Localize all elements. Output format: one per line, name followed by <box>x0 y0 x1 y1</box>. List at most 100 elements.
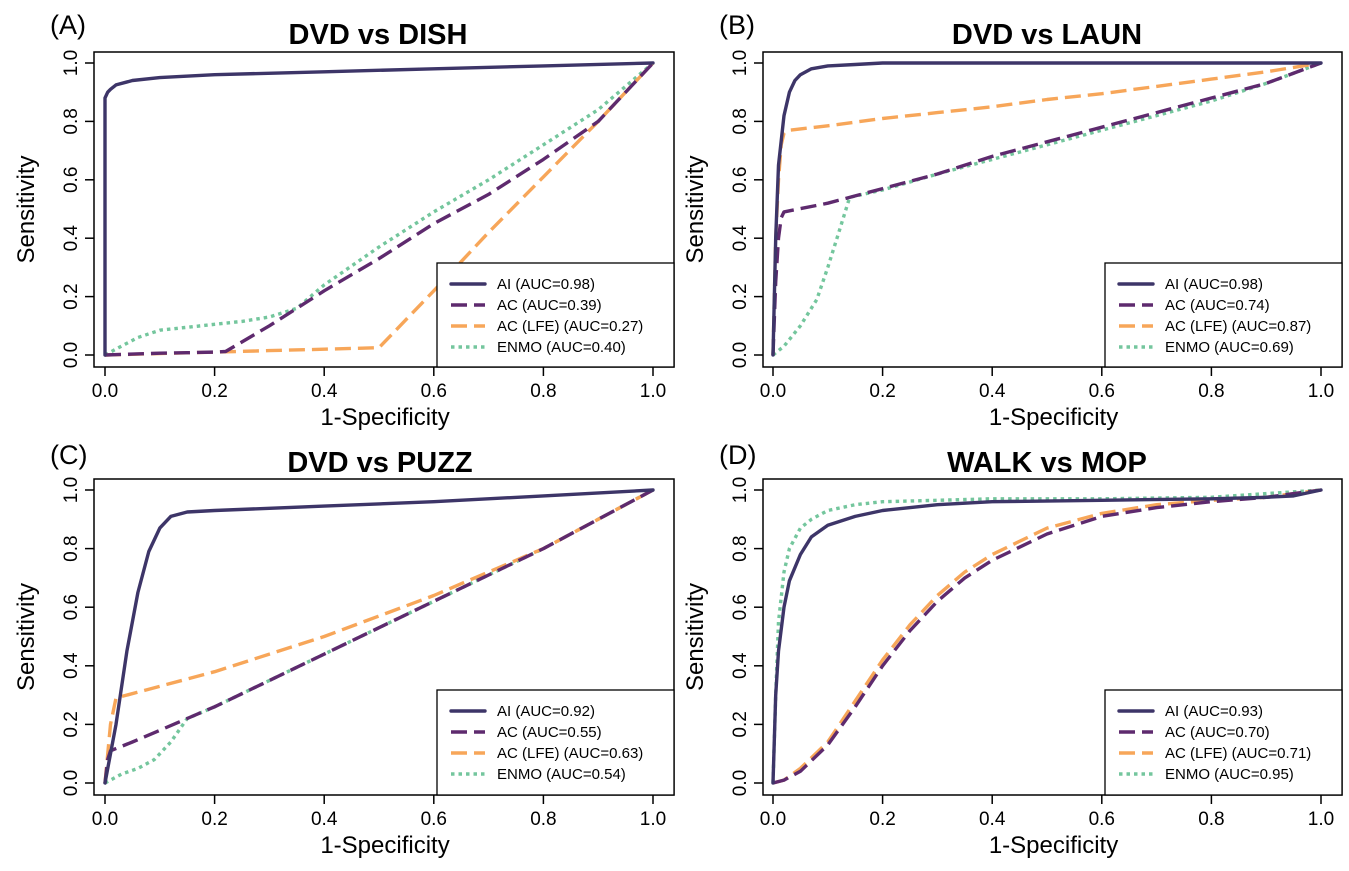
x-axis-title: 1-Specificity <box>320 404 449 431</box>
y-axis-title: Sensitivity <box>682 155 709 263</box>
chart-title: DVD vs PUZZ <box>287 447 472 479</box>
x-tick-label: 0.4 <box>979 809 1006 830</box>
chart-title: DVD vs DISH <box>289 19 468 51</box>
series-line-ac <box>771 61 1322 356</box>
y-tick-label: 0.0 <box>730 770 751 796</box>
y-axis-title: Sensitivity <box>13 155 40 263</box>
y-tick-label: 0.0 <box>61 342 82 368</box>
x-tick-label: 0.4 <box>311 381 338 402</box>
legend-entry: AI (AUC=0.98) <box>497 276 595 293</box>
y-tick-label: 0.4 <box>61 225 82 252</box>
x-tick-label: 0.8 <box>1198 381 1224 402</box>
legend-entry: AC (LFE) (AUC=0.27) <box>497 318 643 335</box>
x-tick-label: 0.4 <box>979 381 1006 402</box>
legend-entry: ENMO (AUC=0.54) <box>497 766 626 783</box>
y-tick-label: 1.0 <box>730 477 751 503</box>
y-tick-label: 0.4 <box>61 652 82 679</box>
x-tick-label: 0.2 <box>201 809 227 830</box>
y-tick-label: 0.0 <box>730 342 751 368</box>
legend-entry: ENMO (AUC=0.95) <box>1165 766 1294 783</box>
roc-panel-3: (C) DVD vs PUZZ 0.0 0.2 0.4 0.6 0.8 1.0 1-Specif… <box>13 440 675 859</box>
x-tick-label: 0.0 <box>92 381 118 402</box>
x-tick-label: 0.0 <box>760 381 786 402</box>
legend-entry: AC (LFE) (AUC=0.71) <box>1165 745 1311 762</box>
x-tick-label: 0.6 <box>421 809 447 830</box>
x-tick-label: 0.8 <box>530 381 556 402</box>
legend-entry: AC (AUC=0.55) <box>497 724 602 741</box>
y-tick-label: 0.6 <box>61 594 82 620</box>
x-tick-label: 0.6 <box>421 381 447 402</box>
legend: AI (AUC=0.92) AC (AUC=0.55) AC (LFE) (AUC=… <box>436 689 675 796</box>
x-axis-title: 1-Specificity <box>989 832 1118 859</box>
y-tick-label: 0.2 <box>730 711 751 737</box>
series-line-ac-lfe <box>772 488 1322 785</box>
legend-entry: AC (AUC=0.39) <box>497 297 602 314</box>
x-tick-label: 0.8 <box>1198 809 1224 830</box>
series-line-ai <box>103 488 655 785</box>
x-tick-label: 0.0 <box>760 809 786 830</box>
x-tick-label: 1.0 <box>1308 809 1334 830</box>
series-line-enmo <box>771 61 1322 357</box>
legend-entry: AC (LFE) (AUC=0.63) <box>497 745 643 762</box>
legend-box <box>436 262 675 368</box>
x-tick-label: 0.0 <box>92 809 118 830</box>
panel-label: (C) <box>50 440 87 470</box>
legend: AI (AUC=0.93) AC (AUC=0.70) AC (LFE) (AUC=… <box>1104 689 1343 796</box>
roc-panel-1: (A) DVD vs DISH 0.0 0.2 0.4 0.6 0.8 1.0 1-Specif… <box>13 10 675 431</box>
x-tick-label: 0.6 <box>1089 809 1115 830</box>
x-tick-label: 0.6 <box>1089 381 1115 402</box>
y-tick-label: 0.2 <box>61 283 82 309</box>
y-tick-label: 0.8 <box>730 535 751 561</box>
y-tick-label: 0.8 <box>61 535 82 561</box>
panel-label: (A) <box>50 10 86 40</box>
series-line-ac <box>103 488 654 784</box>
plot-frame <box>762 478 1343 796</box>
plot-frame <box>93 51 675 368</box>
y-tick-label: 0.2 <box>730 283 751 309</box>
legend-entry: ENMO (AUC=0.69) <box>1165 339 1294 356</box>
legend-entry: ENMO (AUC=0.40) <box>497 339 626 356</box>
y-tick-label: 0.6 <box>61 167 82 193</box>
series-line-ac <box>772 488 1322 785</box>
x-tick-label: 0.8 <box>530 809 556 830</box>
y-tick-label: 0.6 <box>730 594 751 620</box>
series-line-ai <box>771 488 1323 785</box>
x-axis-title: 1-Specificity <box>989 404 1118 431</box>
chart-title: WALK vs MOP <box>947 447 1147 479</box>
panel-label: (D) <box>719 440 756 470</box>
y-tick-label: 0.8 <box>730 108 751 134</box>
y-tick-label: 1.0 <box>61 477 82 503</box>
legend-entry: AC (AUC=0.70) <box>1165 724 1270 741</box>
roc-panel-4: (D) WALK vs MOP 0.0 0.2 0.4 0.6 0.8 1.0 1-Specif… <box>682 440 1343 859</box>
y-tick-label: 0.6 <box>730 167 751 193</box>
y-tick-label: 1.0 <box>61 50 82 76</box>
x-tick-label: 0.4 <box>311 809 338 830</box>
legend-entry: AI (AUC=0.93) <box>1165 703 1263 720</box>
legend-entry: AI (AUC=0.92) <box>497 703 595 720</box>
x-tick-label: 0.2 <box>869 381 895 402</box>
roc-panel-2: (B) DVD vs LAUN 0.0 0.2 0.4 0.6 0.8 1.0 1-Specif… <box>682 10 1343 431</box>
y-tick-label: 0.0 <box>61 770 82 796</box>
series-line-ac-lfe <box>104 61 655 357</box>
x-tick-label: 0.2 <box>201 381 227 402</box>
y-axis-title: Sensitivity <box>13 583 40 691</box>
plot-frame <box>93 478 675 796</box>
series-line-ac <box>104 61 655 357</box>
y-tick-label: 1.0 <box>730 50 751 76</box>
panel-label: (B) <box>719 10 755 40</box>
legend-box <box>436 689 675 796</box>
x-tick-label: 1.0 <box>640 381 666 402</box>
plot-frame <box>762 51 1343 368</box>
x-tick-label: 0.2 <box>869 809 895 830</box>
series-line-ai <box>771 61 1323 357</box>
y-tick-label: 0.4 <box>730 225 751 252</box>
legend: AI (AUC=0.98) AC (AUC=0.74) AC (LFE) (AUC=… <box>1104 262 1343 368</box>
x-axis-title: 1-Specificity <box>320 832 449 859</box>
y-tick-label: 0.8 <box>61 108 82 134</box>
y-tick-label: 0.2 <box>61 711 82 737</box>
y-axis-title: Sensitivity <box>682 583 709 691</box>
legend-entry: AC (AUC=0.74) <box>1165 297 1270 314</box>
x-tick-label: 1.0 <box>1308 381 1334 402</box>
y-tick-label: 0.4 <box>730 652 751 679</box>
